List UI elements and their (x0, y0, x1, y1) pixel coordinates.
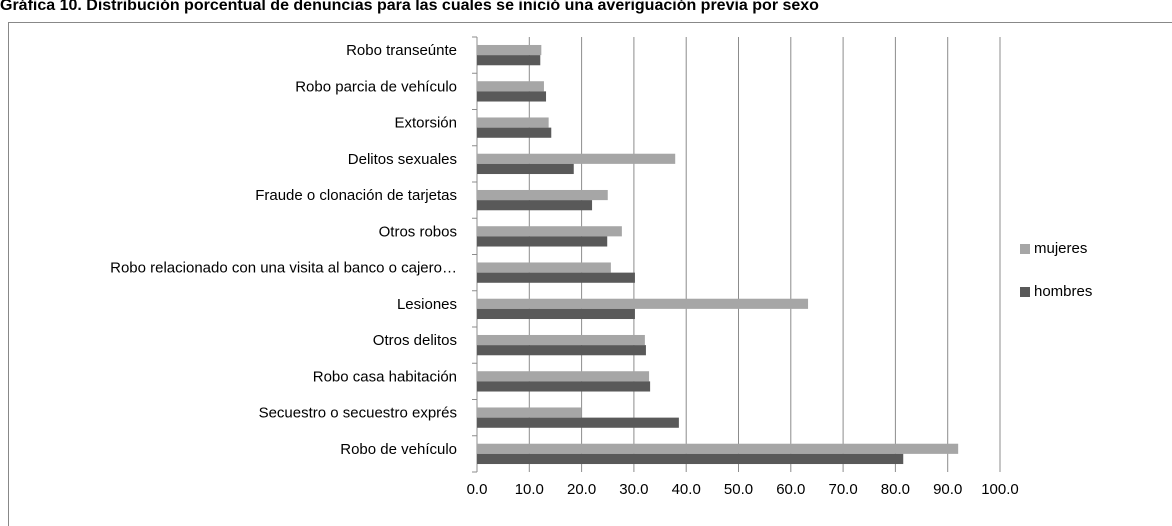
x-tick-label: 10.0 (515, 481, 544, 498)
bar (477, 55, 541, 66)
y-tick-label: Delitos sexuales (348, 151, 457, 168)
y-tick-label: Robo parcia de vehículo (295, 78, 457, 95)
bar (477, 262, 611, 273)
legend-swatch (1020, 244, 1030, 254)
y-tick-label: Robo relacionado con una visita al banco… (110, 260, 457, 277)
bar (477, 381, 651, 392)
chart-frame (8, 22, 1172, 526)
y-tick-label: Extorsión (394, 115, 457, 132)
y-tick-label: Secuestro o secuestro exprés (259, 405, 457, 422)
y-tick-label: Fraude o clonación de tarjetas (255, 187, 457, 204)
bar (477, 153, 676, 164)
x-tick-label: 100.0 (981, 481, 1019, 498)
bar (477, 163, 574, 175)
bar (477, 44, 542, 56)
bar (477, 371, 650, 382)
x-tick-label: 70.0 (828, 481, 857, 498)
y-tick-label: Robo de vehículo (340, 441, 457, 458)
x-tick-label: 30.0 (619, 481, 648, 498)
y-tick-label: Lesiones (397, 296, 457, 313)
bar (477, 81, 544, 92)
bar (477, 407, 582, 418)
bar (477, 453, 904, 465)
bar (477, 345, 646, 356)
y-tick-label: Otros robos (379, 223, 457, 240)
bar (477, 189, 608, 201)
bar (477, 334, 645, 346)
x-tick-label: 80.0 (881, 481, 910, 498)
bar (477, 417, 679, 428)
x-tick-label: 20.0 (567, 481, 596, 498)
x-tick-label: 50.0 (724, 481, 753, 498)
x-tick-label: 40.0 (672, 481, 701, 498)
chart-title: Gráfica 10. Distribución porcentual de d… (0, 0, 819, 14)
bar (477, 117, 549, 128)
bar (477, 272, 635, 283)
y-tick-label: Otros delitos (373, 332, 457, 349)
y-tick-label: Robo transeúnte (346, 42, 457, 59)
bar (477, 308, 635, 320)
bar (477, 200, 593, 211)
legend-swatch (1020, 287, 1030, 297)
bar (477, 226, 622, 237)
bar (477, 298, 809, 309)
bar (477, 443, 959, 454)
x-tick-label: 90.0 (933, 481, 962, 498)
y-tick-label: Robo casa habitación (313, 368, 457, 385)
x-tick-label: 0.0 (467, 481, 488, 498)
bar (477, 127, 552, 138)
bar (477, 91, 547, 102)
legend-label: mujeres (1034, 240, 1087, 257)
bar (477, 236, 608, 247)
legend-label: hombres (1034, 283, 1092, 300)
x-tick-label: 60.0 (776, 481, 805, 498)
